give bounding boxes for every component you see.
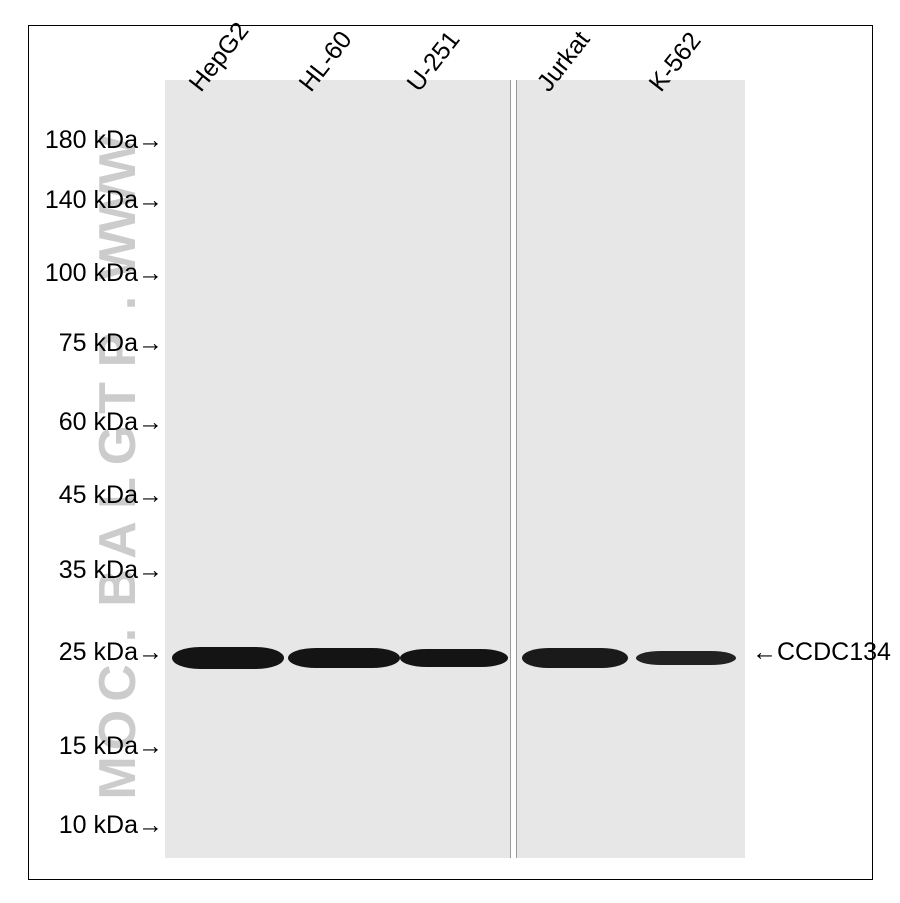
arrow-right-icon: → (138, 186, 163, 215)
mw-marker: 180 kDa→ (45, 126, 163, 155)
mw-marker-text: 10 kDa (59, 811, 138, 839)
mw-marker: 15 kDa→ (59, 732, 163, 761)
arrow-right-icon: → (138, 556, 163, 585)
mw-marker-text: 180 kDa (45, 126, 138, 154)
target-label-text: CCDC134 (777, 638, 891, 666)
mw-marker-text: 140 kDa (45, 186, 138, 214)
mw-marker: 140 kDa→ (45, 186, 163, 215)
blot-band (172, 647, 284, 669)
arrow-right-icon: → (138, 329, 163, 358)
mw-marker: 75 kDa→ (59, 329, 163, 358)
blot-band (522, 648, 628, 668)
blot-gap-line (516, 80, 517, 858)
blot-band (636, 651, 736, 665)
arrow-right-icon: → (138, 811, 163, 840)
mw-marker: 25 kDa→ (59, 638, 163, 667)
mw-marker: 60 kDa→ (59, 408, 163, 437)
mw-marker-text: 100 kDa (45, 259, 138, 287)
mw-marker-text: 45 kDa (59, 481, 138, 509)
blot-band (288, 648, 400, 668)
blot-membrane-left (165, 80, 510, 858)
arrow-right-icon: → (138, 638, 163, 667)
mw-marker-text: 25 kDa (59, 638, 138, 666)
mw-marker: 10 kDa→ (59, 811, 163, 840)
mw-marker-text: 75 kDa (59, 329, 138, 357)
mw-marker-text: 15 kDa (59, 732, 138, 760)
arrow-right-icon: → (138, 408, 163, 437)
blot-band (400, 649, 508, 667)
arrow-right-icon: → (138, 259, 163, 288)
mw-marker: 100 kDa→ (45, 259, 163, 288)
blot-membrane-right (516, 80, 745, 858)
blot-gap-line (510, 80, 511, 858)
arrow-right-icon: → (138, 732, 163, 761)
arrow-right-icon: → (138, 126, 163, 155)
mw-marker-text: 35 kDa (59, 556, 138, 584)
target-label: ←CCDC134 (752, 638, 891, 667)
mw-marker-text: 60 kDa (59, 408, 138, 436)
arrow-left-icon: ← (752, 638, 777, 666)
arrow-right-icon: → (138, 481, 163, 510)
mw-marker: 45 kDa→ (59, 481, 163, 510)
mw-marker: 35 kDa→ (59, 556, 163, 585)
